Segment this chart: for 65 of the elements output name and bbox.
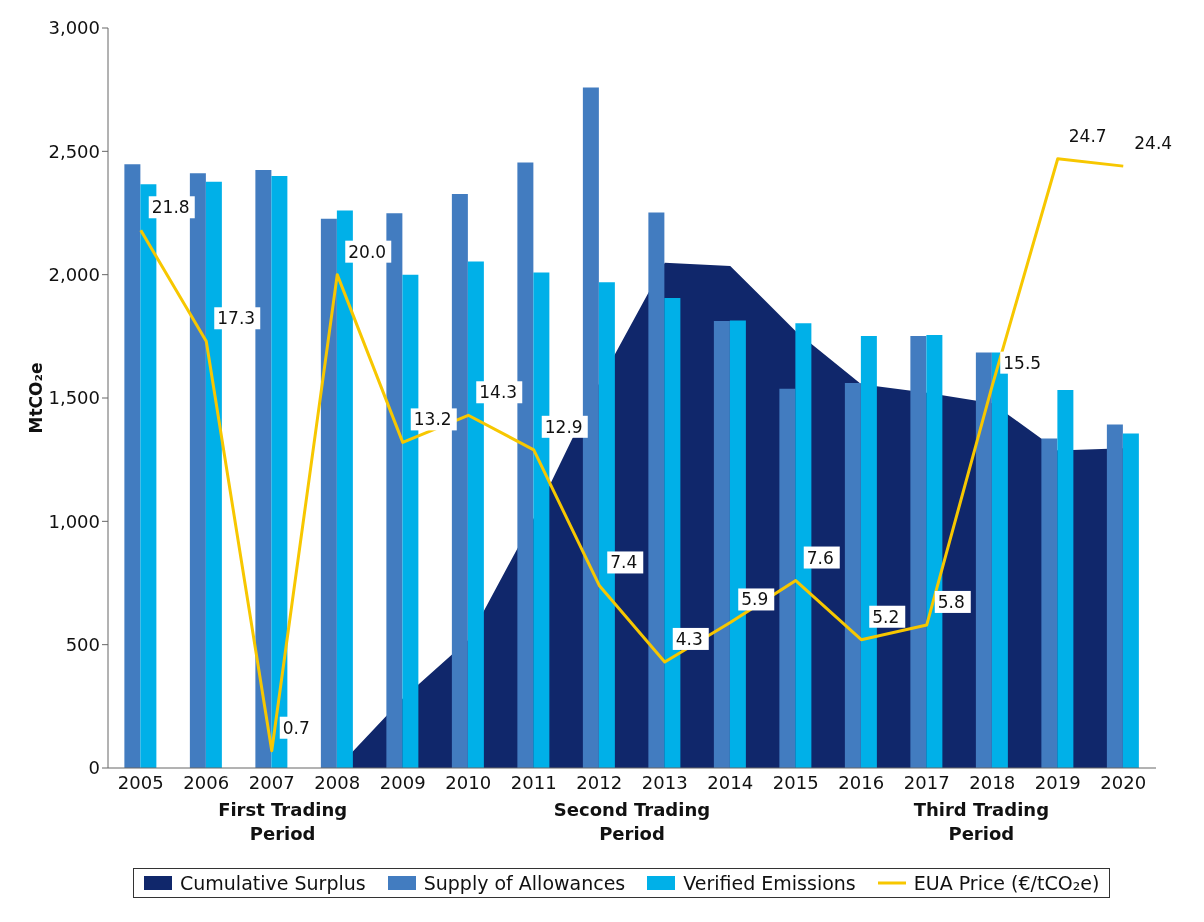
y-tick-label: 3,000 xyxy=(48,17,100,39)
data-label: 17.3 xyxy=(217,308,256,329)
x-tick-label: 2013 xyxy=(641,771,688,793)
data-label: 15.5 xyxy=(1003,352,1042,373)
bar xyxy=(582,87,599,768)
x-tick-label: 2007 xyxy=(248,771,295,793)
bar xyxy=(910,336,927,768)
x-tick-label: 2015 xyxy=(772,771,819,793)
bar xyxy=(648,212,665,768)
y-axis-title: MtCO₂e xyxy=(26,362,46,434)
data-label: 20.0 xyxy=(348,241,387,262)
data-label: 12.9 xyxy=(544,416,583,437)
x-tick-label: 2011 xyxy=(510,771,557,793)
data-label: 5.8 xyxy=(937,591,965,612)
x-tick-label: 2014 xyxy=(707,771,754,793)
text: Third Trading Period xyxy=(912,798,1050,846)
bar xyxy=(975,352,992,768)
data-label: 13.2 xyxy=(413,409,452,430)
x-tick-label: 2012 xyxy=(576,771,623,793)
y-tick-label: 2,500 xyxy=(48,140,100,162)
bar xyxy=(451,194,468,768)
bar xyxy=(189,173,206,768)
bar xyxy=(386,213,403,768)
y-tick-label: 0 xyxy=(88,757,100,779)
bar xyxy=(1122,433,1139,768)
data-label: 14.3 xyxy=(479,382,518,403)
data-label: 5.9 xyxy=(741,589,769,610)
data-label: 7.4 xyxy=(610,552,638,573)
x-tick-label: 2017 xyxy=(903,771,950,793)
bar xyxy=(517,162,534,768)
text: First Trading Period xyxy=(217,798,349,846)
x-tick-label: 2008 xyxy=(314,771,361,793)
x-tick-label: 2009 xyxy=(379,771,426,793)
y-tick-label: 2,000 xyxy=(48,264,100,286)
data-label: 0.7 xyxy=(282,717,310,738)
data-label: 24.4 xyxy=(1134,133,1173,154)
x-tick-label: 2018 xyxy=(969,771,1016,793)
x-tick-label: 2019 xyxy=(1034,771,1081,793)
x-tick-label: 2020 xyxy=(1100,771,1147,793)
text: Second Trading Period xyxy=(552,798,712,846)
y-tick-label: 1,500 xyxy=(48,387,100,409)
legend-label: Cumulative Surplus xyxy=(180,872,366,894)
y-tick-label: 1,000 xyxy=(48,510,100,532)
x-tick-label: 2006 xyxy=(183,771,230,793)
legend-label: EUA Price (€/tCO₂e) xyxy=(913,872,1100,894)
legend-label: Supply of Allowances xyxy=(423,872,626,894)
data-label: 4.3 xyxy=(675,628,703,649)
x-tick-label: 2016 xyxy=(838,771,885,793)
bar xyxy=(1041,438,1058,768)
x-tick-label: 2010 xyxy=(445,771,492,793)
bar xyxy=(1106,424,1123,768)
bar xyxy=(713,321,730,768)
x-tick-label: 2005 xyxy=(117,771,164,793)
bar xyxy=(255,170,272,768)
legend-label: Verified Emissions xyxy=(683,872,856,894)
data-label: 24.7 xyxy=(1068,125,1107,146)
bar xyxy=(124,164,141,768)
y-tick-label: 500 xyxy=(65,634,100,656)
data-label: 21.8 xyxy=(151,197,190,218)
bar xyxy=(844,382,861,768)
data-label: 5.2 xyxy=(872,606,900,627)
bar xyxy=(1057,390,1074,768)
data-label: 7.6 xyxy=(806,547,834,568)
bar xyxy=(320,218,337,768)
bar xyxy=(779,388,796,768)
